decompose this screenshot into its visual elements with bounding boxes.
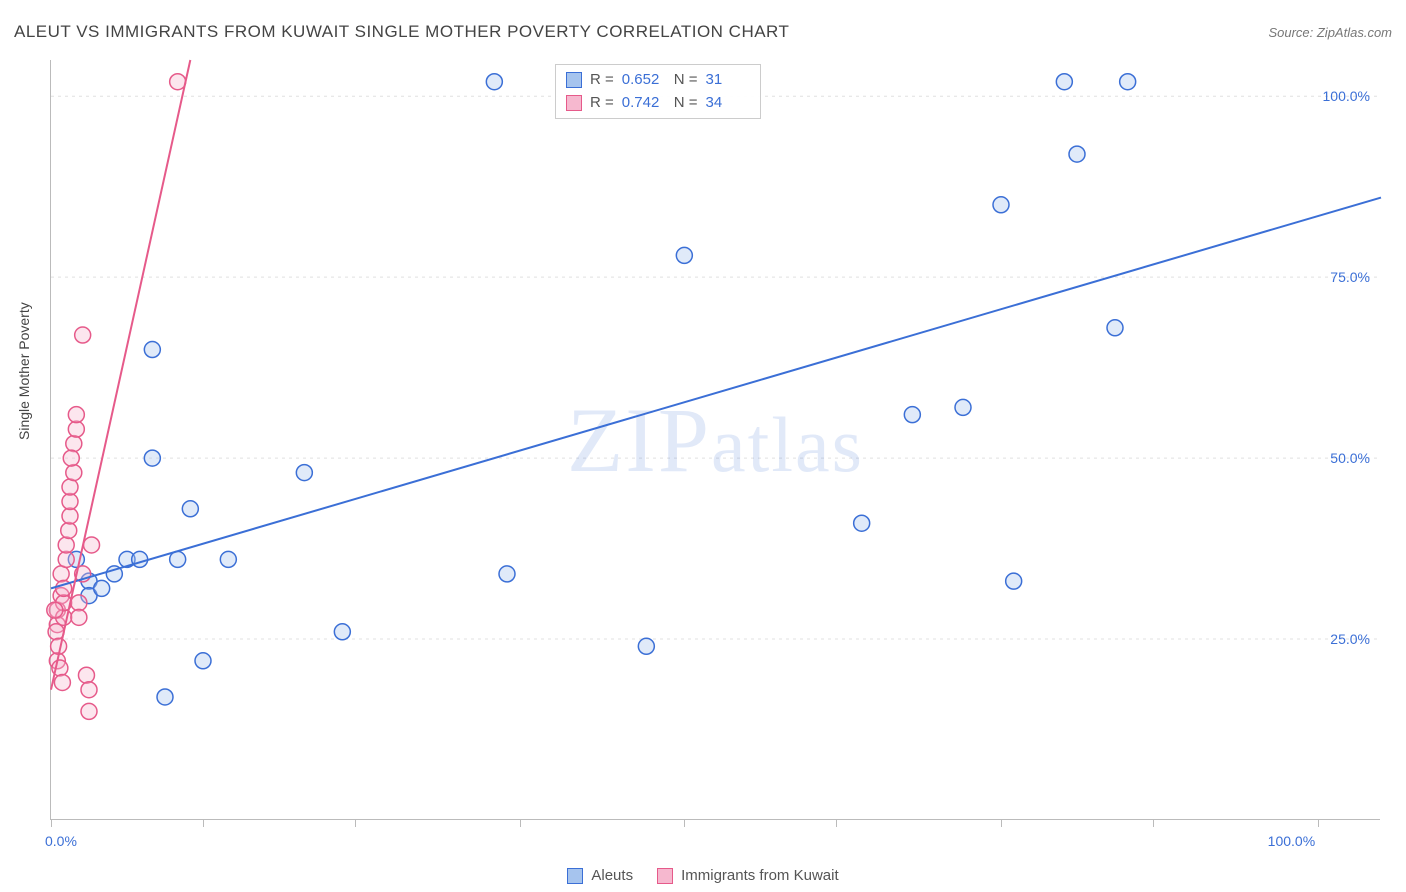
y-axis-label: Single Mother Poverty: [16, 302, 32, 440]
plot-area: ZIPatlas 25.0%50.0%75.0%100.0%0.0%100.0%: [50, 60, 1380, 820]
square-icon: [567, 868, 583, 884]
chart-container: ALEUT VS IMMIGRANTS FROM KUWAIT SINGLE M…: [0, 0, 1406, 892]
x-tick-mark: [1001, 819, 1002, 827]
x-tick-mark: [355, 819, 356, 827]
square-icon: [566, 95, 582, 111]
stats-row-kuwait: R = 0.742 N = 34: [566, 92, 750, 115]
x-tick-mark: [684, 819, 685, 827]
n-label: N =: [674, 69, 698, 92]
header: ALEUT VS IMMIGRANTS FROM KUWAIT SINGLE M…: [14, 18, 1392, 46]
stats-legend-box: R = 0.652 N = 31 R = 0.742 N = 34: [555, 64, 761, 119]
x-tick-mark: [1318, 819, 1319, 827]
legend-item-kuwait: Immigrants from Kuwait: [657, 867, 839, 884]
x-tick-label: 100.0%: [1268, 833, 1315, 849]
r-value-kuwait: 0.742: [622, 92, 666, 115]
x-tick-label: 0.0%: [45, 833, 77, 849]
chart-title: ALEUT VS IMMIGRANTS FROM KUWAIT SINGLE M…: [14, 22, 789, 42]
x-tick-mark: [836, 819, 837, 827]
x-tick-mark: [51, 819, 52, 827]
y-tick-label: 100.0%: [1323, 88, 1370, 104]
plot-svg: [51, 60, 1380, 819]
y-tick-label: 50.0%: [1330, 450, 1370, 466]
source-attribution: Source: ZipAtlas.com: [1268, 25, 1392, 40]
x-tick-mark: [1153, 819, 1154, 827]
bottom-legend: Aleuts Immigrants from Kuwait: [0, 867, 1406, 884]
legend-item-aleuts: Aleuts: [567, 867, 633, 884]
legend-label: Aleuts: [591, 867, 633, 884]
x-tick-mark: [520, 819, 521, 827]
y-tick-label: 25.0%: [1330, 631, 1370, 647]
y-tick-label: 75.0%: [1330, 269, 1370, 285]
n-label: N =: [674, 92, 698, 115]
legend-label: Immigrants from Kuwait: [681, 867, 839, 884]
r-label: R =: [590, 69, 614, 92]
square-icon: [657, 868, 673, 884]
stats-row-aleuts: R = 0.652 N = 31: [566, 69, 750, 92]
n-value-aleuts: 31: [706, 69, 750, 92]
square-icon: [566, 72, 582, 88]
r-label: R =: [590, 92, 614, 115]
r-value-aleuts: 0.652: [622, 69, 666, 92]
x-tick-mark: [203, 819, 204, 827]
n-value-kuwait: 34: [706, 92, 750, 115]
